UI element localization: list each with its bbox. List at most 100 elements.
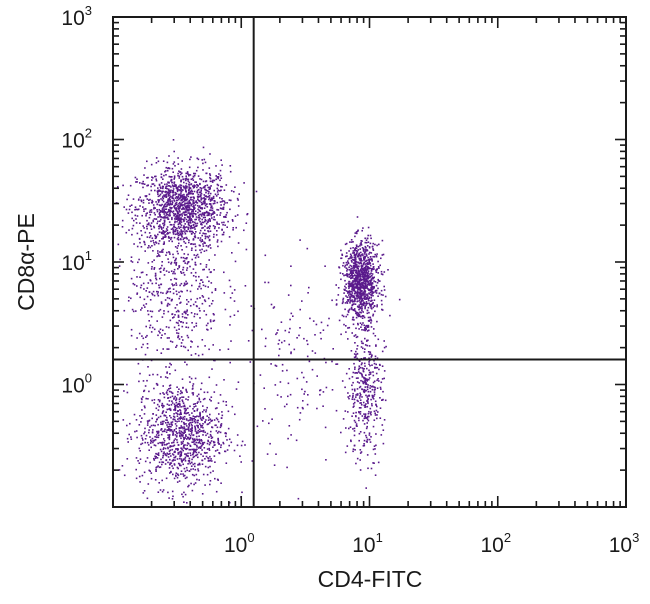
data-point (201, 223, 203, 226)
data-point (188, 166, 191, 169)
data-point (342, 299, 344, 301)
data-point (348, 377, 351, 380)
data-point (157, 452, 160, 454)
data-point (349, 264, 352, 267)
data-point (225, 435, 227, 438)
data-point (208, 227, 211, 230)
data-point (179, 392, 182, 395)
data-point (218, 430, 220, 433)
data-point (364, 404, 366, 407)
data-point (207, 196, 210, 198)
data-point (365, 487, 367, 489)
data-point (198, 275, 200, 278)
data-point (167, 214, 170, 216)
data-point (143, 208, 145, 210)
data-point (219, 201, 222, 203)
data-point (353, 398, 356, 401)
data-point (345, 427, 347, 429)
y-tick-label: 102 (61, 126, 92, 153)
data-point (364, 241, 367, 244)
data-point (186, 476, 188, 479)
data-point (314, 334, 316, 336)
data-point (183, 195, 186, 198)
data-point (154, 455, 156, 458)
data-point (195, 454, 198, 457)
data-point (367, 289, 370, 291)
data-point (153, 226, 156, 229)
data-point (152, 441, 154, 444)
data-point (168, 185, 170, 187)
data-point (356, 255, 359, 258)
data-point (368, 345, 371, 347)
data-point (211, 209, 214, 212)
data-point (162, 187, 164, 190)
data-point (160, 218, 162, 221)
data-point (117, 243, 120, 246)
data-point (142, 225, 144, 227)
data-point (177, 453, 179, 455)
data-point (187, 460, 190, 462)
data-point (150, 163, 153, 166)
data-point (180, 443, 183, 445)
data-point (230, 340, 232, 342)
data-point (157, 294, 160, 297)
data-point (382, 294, 384, 296)
data-point (166, 426, 169, 428)
data-point (199, 210, 202, 213)
data-point (363, 368, 365, 370)
data-point (229, 324, 231, 326)
data-point (367, 280, 370, 283)
data-point (347, 327, 349, 329)
data-point (155, 218, 158, 220)
data-point (370, 269, 373, 272)
data-point (335, 299, 338, 301)
data-point (359, 372, 361, 374)
data-point (365, 265, 368, 267)
data-point (212, 213, 214, 215)
data-point (176, 293, 178, 296)
data-point (196, 184, 199, 187)
data-point (162, 211, 164, 214)
data-point (195, 218, 197, 221)
data-point (202, 243, 204, 245)
data-point (219, 212, 222, 214)
data-point (178, 310, 180, 313)
data-point (361, 276, 363, 278)
data-point (166, 203, 169, 206)
data-point (350, 239, 353, 241)
data-point (182, 321, 184, 324)
data-point (190, 423, 193, 426)
data-point (166, 187, 168, 190)
data-point (345, 267, 348, 269)
data-point (198, 446, 201, 448)
data-point (216, 241, 219, 243)
data-point (197, 354, 200, 357)
data-point (200, 191, 202, 193)
data-point (348, 250, 350, 252)
data-point (184, 178, 187, 180)
data-point (180, 168, 183, 170)
data-point (189, 174, 192, 176)
data-point (185, 418, 188, 420)
data-point (352, 316, 354, 319)
data-point (185, 423, 187, 425)
data-point (169, 340, 172, 343)
data-point (168, 429, 171, 431)
data-point (203, 214, 206, 217)
data-point (192, 392, 195, 394)
data-point (369, 353, 372, 355)
data-point (202, 443, 204, 445)
data-point (163, 241, 165, 243)
data-point (357, 314, 360, 317)
data-point (209, 471, 212, 474)
data-point (360, 346, 363, 348)
data-point (287, 395, 289, 398)
data-point (217, 441, 220, 443)
data-point (163, 312, 165, 315)
data-point (205, 203, 208, 206)
data-point (151, 282, 154, 285)
data-point (184, 493, 187, 496)
data-point (184, 257, 186, 260)
data-point (378, 267, 380, 269)
data-point (217, 245, 219, 248)
